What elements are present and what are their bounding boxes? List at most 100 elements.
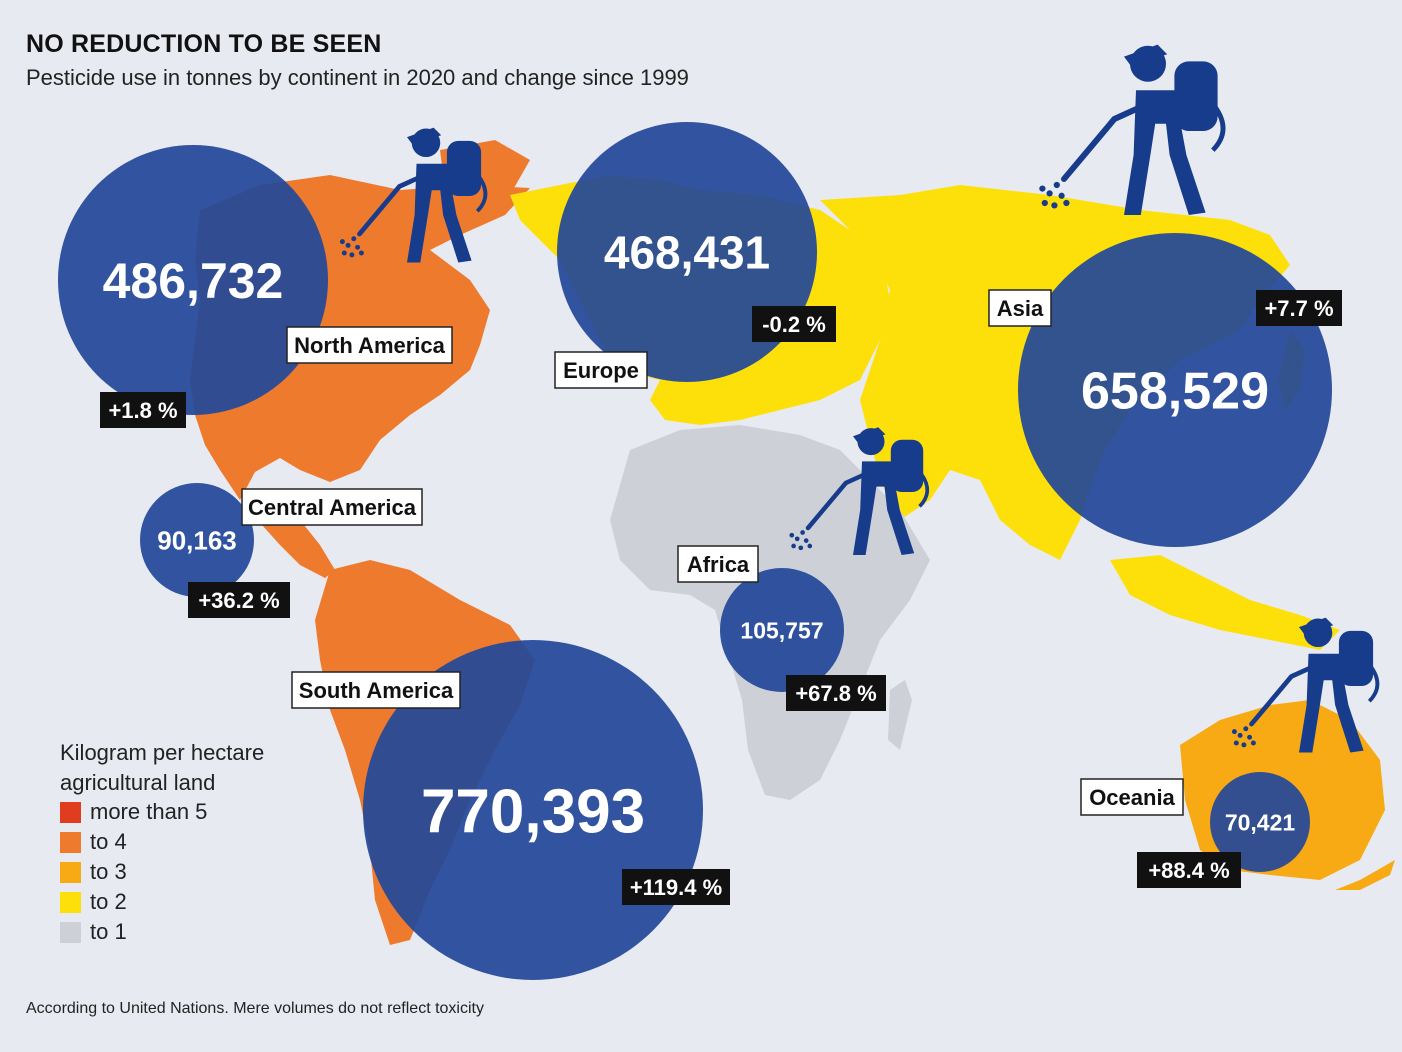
spray-dot <box>1247 734 1253 740</box>
bubble-south-america <box>363 640 703 980</box>
region-label-central-america-box <box>241 488 423 526</box>
page-subtitle: Pesticide use in tonnes by continent in … <box>26 65 689 90</box>
hose-shape <box>918 472 930 508</box>
value-asia: 658,529 <box>1081 363 1269 421</box>
sprayer-icons-layer <box>339 44 1380 753</box>
body-shape <box>1306 653 1349 705</box>
value-oceania: 70,421 <box>1225 809 1296 835</box>
labels-layer: North America +1.8 % Europe -0.2 % Asia +7.7 … <box>100 289 1342 905</box>
legend-swatch <box>60 861 81 883</box>
change-badge-central-america-box <box>188 582 290 618</box>
land-new-zealand <box>1335 860 1395 890</box>
land-madagascar <box>888 680 912 750</box>
legs-shape <box>407 215 472 263</box>
source-note: According to United Nations. Mere volume… <box>26 1000 484 1017</box>
region-label-africa-box <box>677 545 759 583</box>
spray-dot <box>1039 185 1046 192</box>
region-label-europe-text: Europe <box>563 358 639 383</box>
spray-dot <box>1250 740 1256 746</box>
spray-dot <box>349 252 355 258</box>
change-badge-south-america-box <box>622 869 730 905</box>
hose-shape <box>1367 665 1380 703</box>
spray-dot <box>345 242 351 248</box>
change-badge-oceania: +88.4 % <box>1137 852 1241 888</box>
spray-dot <box>1231 729 1237 735</box>
legend-item: to 3 <box>60 857 127 887</box>
change-badge-central-america-text: +36.2 % <box>198 588 279 613</box>
region-label-oceania-text: Oceania <box>1089 785 1175 810</box>
hose-shape <box>475 175 488 213</box>
legend-item: to 4 <box>60 827 127 857</box>
change-badge-central-america: +36.2 % <box>188 582 290 618</box>
spray-dot <box>358 250 364 256</box>
legend-title: Kilogram per hectare agricultural land <box>60 738 300 798</box>
spray-dot <box>803 538 809 543</box>
value-north-america: 486,732 <box>103 253 284 309</box>
legend-label: to 1 <box>90 919 127 944</box>
region-label-europe-box <box>554 351 648 389</box>
legend-label: to 3 <box>90 859 127 884</box>
region-label-central-america-text: Central America <box>248 495 417 520</box>
spray-dot <box>1051 202 1058 209</box>
spray-dot <box>1241 742 1247 748</box>
spray-dot <box>355 244 361 250</box>
legs-shape <box>1124 155 1206 215</box>
change-badge-north-america-text: +1.8 % <box>108 398 177 423</box>
region-label-asia-box <box>988 289 1052 327</box>
region-label-south-america: South America <box>291 671 461 709</box>
change-badge-africa-box <box>786 675 886 711</box>
spray-dot <box>341 250 347 256</box>
legend-swatch <box>60 891 81 913</box>
change-badge-europe: -0.2 % <box>752 306 836 342</box>
value-south-america: 770,393 <box>421 777 645 846</box>
change-badge-europe-text: -0.2 % <box>762 312 826 337</box>
wand-shape <box>805 471 868 531</box>
bubble-central-america <box>140 483 254 597</box>
spray-dot <box>791 543 796 549</box>
land-southeast-asia <box>1110 555 1340 650</box>
change-badge-asia: +7.7 % <box>1256 290 1342 326</box>
hose-shape <box>1211 105 1226 152</box>
change-badge-asia-box <box>1256 290 1342 326</box>
change-badge-north-america: +1.8 % <box>100 392 186 428</box>
region-label-north-america-text: North America <box>294 333 446 358</box>
legs-shape <box>853 510 915 555</box>
change-badge-south-america: +119.4 % <box>622 869 730 905</box>
legend-label: to 4 <box>90 829 127 854</box>
spray-dot <box>1041 199 1048 207</box>
region-label-asia-text: Asia <box>997 296 1044 321</box>
legend-item: to 2 <box>60 887 127 917</box>
spray-dot <box>798 545 804 551</box>
sprayer-icon <box>789 427 930 555</box>
sprayer-icon <box>339 127 488 263</box>
bubble-africa <box>720 568 844 692</box>
value-europe: 468,431 <box>604 227 770 279</box>
cap-shape <box>407 127 442 145</box>
region-label-europe: Europe <box>554 351 648 389</box>
bubble-oceania <box>1210 772 1310 872</box>
sprayer-icon <box>1039 44 1226 215</box>
spray-dot <box>1237 732 1243 738</box>
spray-dot <box>1058 192 1065 199</box>
region-label-south-america-box <box>291 671 461 709</box>
value-central-america: 90,163 <box>157 525 237 555</box>
change-badge-oceania-box <box>1137 852 1241 888</box>
change-badge-oceania-text: +88.4 % <box>1148 858 1229 883</box>
legend-swatch <box>60 831 81 853</box>
change-badge-south-america-text: +119.4 % <box>630 875 722 900</box>
cap-shape <box>1299 617 1334 635</box>
region-label-north-america-box <box>286 326 453 364</box>
legend-title-line1: Kilogram per hectare <box>60 740 265 765</box>
change-badge-africa: +67.8 % <box>786 675 886 711</box>
legend-swatch <box>60 921 81 943</box>
tank-shape <box>890 439 924 492</box>
tank-shape <box>1174 61 1218 131</box>
spray-dot <box>1233 740 1239 746</box>
body-shape <box>860 461 900 510</box>
tank-shape <box>1338 630 1374 686</box>
region-label-asia: Asia <box>988 289 1052 327</box>
legs-shape <box>1299 705 1364 753</box>
legend-swatch <box>60 801 81 823</box>
bubbles-layer: 486,732 468,431 658,529 90,163 105,757 770,39… <box>58 122 1332 980</box>
spray-dot <box>1243 726 1249 732</box>
